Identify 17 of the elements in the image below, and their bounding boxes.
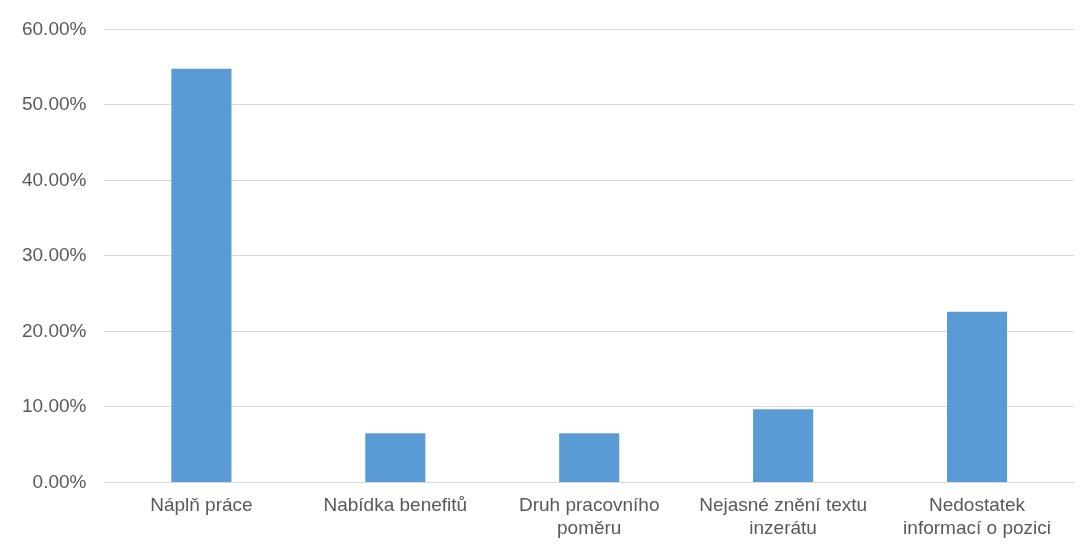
x-tick-label: Náplň práce — [150, 494, 253, 516]
x-tick-label: Nedostatek informací o pozici — [903, 494, 1051, 538]
bar — [559, 433, 620, 482]
x-tick-label: Druh pracovního poměru — [518, 494, 660, 538]
y-tick-label: 40.00% — [21, 168, 87, 190]
y-tick-label: 60.00% — [21, 17, 87, 39]
bar — [946, 311, 1008, 482]
bar — [753, 409, 814, 482]
y-tick-label: 10.00% — [21, 395, 87, 417]
x-tick-label: Nabídka benefitů — [323, 494, 468, 516]
bar — [365, 433, 426, 482]
y-tick-label: 0.00% — [32, 470, 87, 492]
x-tick-label: Nejasné znění textu inzerátu — [699, 494, 868, 538]
y-tick-label: 30.00% — [21, 244, 87, 266]
y-tick-label: 50.00% — [21, 93, 87, 115]
y-tick-label: 20.00% — [21, 319, 87, 341]
bar — [171, 68, 232, 482]
